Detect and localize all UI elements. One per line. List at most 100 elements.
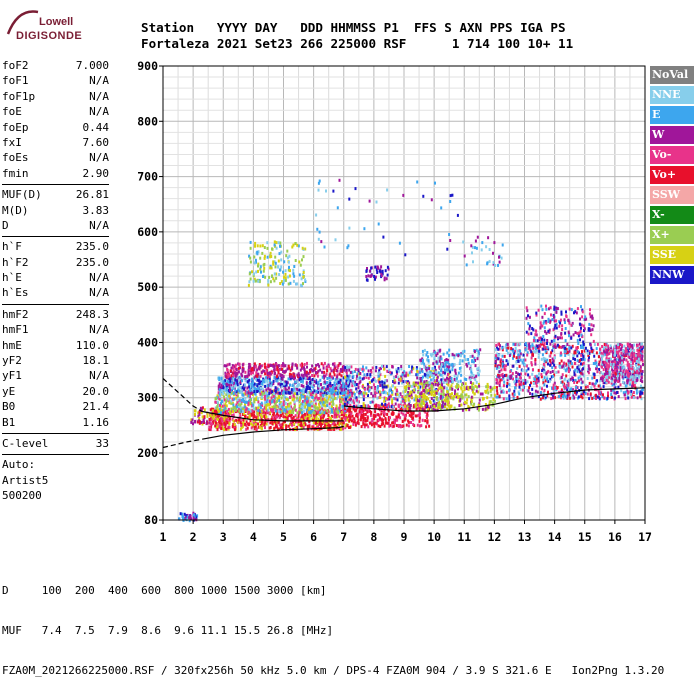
echo-point <box>546 385 548 388</box>
echo-point <box>443 386 445 389</box>
echo-point <box>412 423 414 426</box>
echo-point <box>457 380 459 383</box>
echo-point <box>446 351 448 354</box>
echo-point <box>396 419 398 422</box>
echo-point <box>577 359 579 362</box>
echo-point <box>404 414 406 417</box>
echo-point <box>520 388 522 391</box>
echo-point <box>519 386 521 389</box>
echo-point <box>451 388 453 391</box>
echo-point <box>322 390 324 393</box>
echo-point <box>278 395 280 398</box>
echo-point <box>435 371 437 374</box>
echo-point <box>341 417 343 420</box>
echo-point <box>505 374 507 377</box>
echo-point <box>363 373 365 376</box>
echo-point <box>379 393 381 396</box>
echo-point <box>419 377 421 380</box>
echo-point <box>560 352 562 355</box>
echo-point <box>346 377 348 380</box>
echo-point <box>473 403 475 406</box>
echo-point <box>448 354 450 357</box>
echo-point <box>422 350 424 353</box>
echo-point <box>498 375 500 378</box>
echo-point <box>300 380 302 383</box>
echo-point <box>610 393 612 396</box>
echo-point <box>373 383 375 386</box>
echo-point <box>490 400 492 403</box>
echo-point <box>427 376 429 379</box>
echo-point <box>397 398 399 401</box>
echo-point <box>266 416 268 419</box>
echo-point <box>193 513 195 516</box>
echo-point <box>398 404 400 407</box>
echo-point <box>531 373 533 376</box>
echo-point <box>382 386 384 389</box>
echo-point <box>195 409 197 412</box>
echo-point <box>544 312 546 315</box>
echo-point <box>265 379 267 382</box>
echo-point <box>309 371 311 374</box>
echo-point <box>383 391 385 394</box>
echo-point <box>640 385 642 388</box>
echo-point <box>312 378 314 381</box>
echo-point <box>538 380 540 383</box>
echo-point <box>369 422 371 425</box>
echo-point <box>423 366 425 369</box>
echo-point <box>342 385 344 388</box>
echo-point <box>190 515 192 518</box>
echo-point <box>308 411 310 414</box>
echo-point <box>259 393 261 396</box>
echo-point <box>254 415 256 418</box>
echo-point <box>587 385 589 388</box>
echo-point <box>392 406 394 409</box>
echo-point <box>497 343 499 346</box>
echo-point <box>460 380 462 383</box>
echo-point <box>496 392 498 395</box>
echo-point <box>213 414 215 417</box>
echo-point <box>448 366 450 369</box>
echo-point <box>289 396 291 399</box>
echo-point <box>543 357 545 360</box>
echo-point <box>460 370 462 373</box>
echo-point <box>375 369 377 372</box>
echo-point <box>383 400 385 403</box>
echo-point <box>505 368 507 371</box>
echo-point <box>365 413 367 416</box>
echo-point <box>628 391 630 394</box>
echo-point <box>569 364 571 367</box>
echo-point <box>582 367 584 370</box>
echo-point <box>575 351 577 354</box>
echo-point <box>246 375 248 378</box>
echo-point <box>265 388 267 391</box>
echo-point <box>253 407 255 410</box>
echo-point <box>298 383 300 386</box>
echo-point <box>279 405 281 408</box>
echo-point <box>598 385 600 388</box>
echo-point <box>400 425 402 428</box>
echo-point <box>415 394 417 397</box>
echo-point <box>559 362 561 365</box>
echo-point <box>203 419 205 422</box>
echo-point <box>223 382 225 385</box>
echo-point <box>573 396 575 399</box>
echo-point <box>603 396 605 399</box>
echo-point <box>285 406 287 409</box>
echo-point <box>438 403 440 406</box>
echo-point <box>275 426 277 429</box>
echo-point <box>251 378 253 381</box>
echo-point <box>326 377 328 380</box>
echo-point <box>346 369 348 372</box>
echo-point <box>285 370 287 373</box>
echo-point <box>513 390 515 393</box>
echo-point <box>298 392 300 395</box>
echo-point <box>338 407 340 410</box>
echo-point <box>389 416 391 419</box>
echo-point <box>324 398 326 401</box>
echo-point <box>452 397 454 400</box>
echo-point <box>517 350 519 353</box>
echo-point <box>270 384 272 387</box>
echo-point <box>451 377 453 380</box>
echo-point <box>264 385 266 388</box>
echo-point <box>264 395 266 398</box>
